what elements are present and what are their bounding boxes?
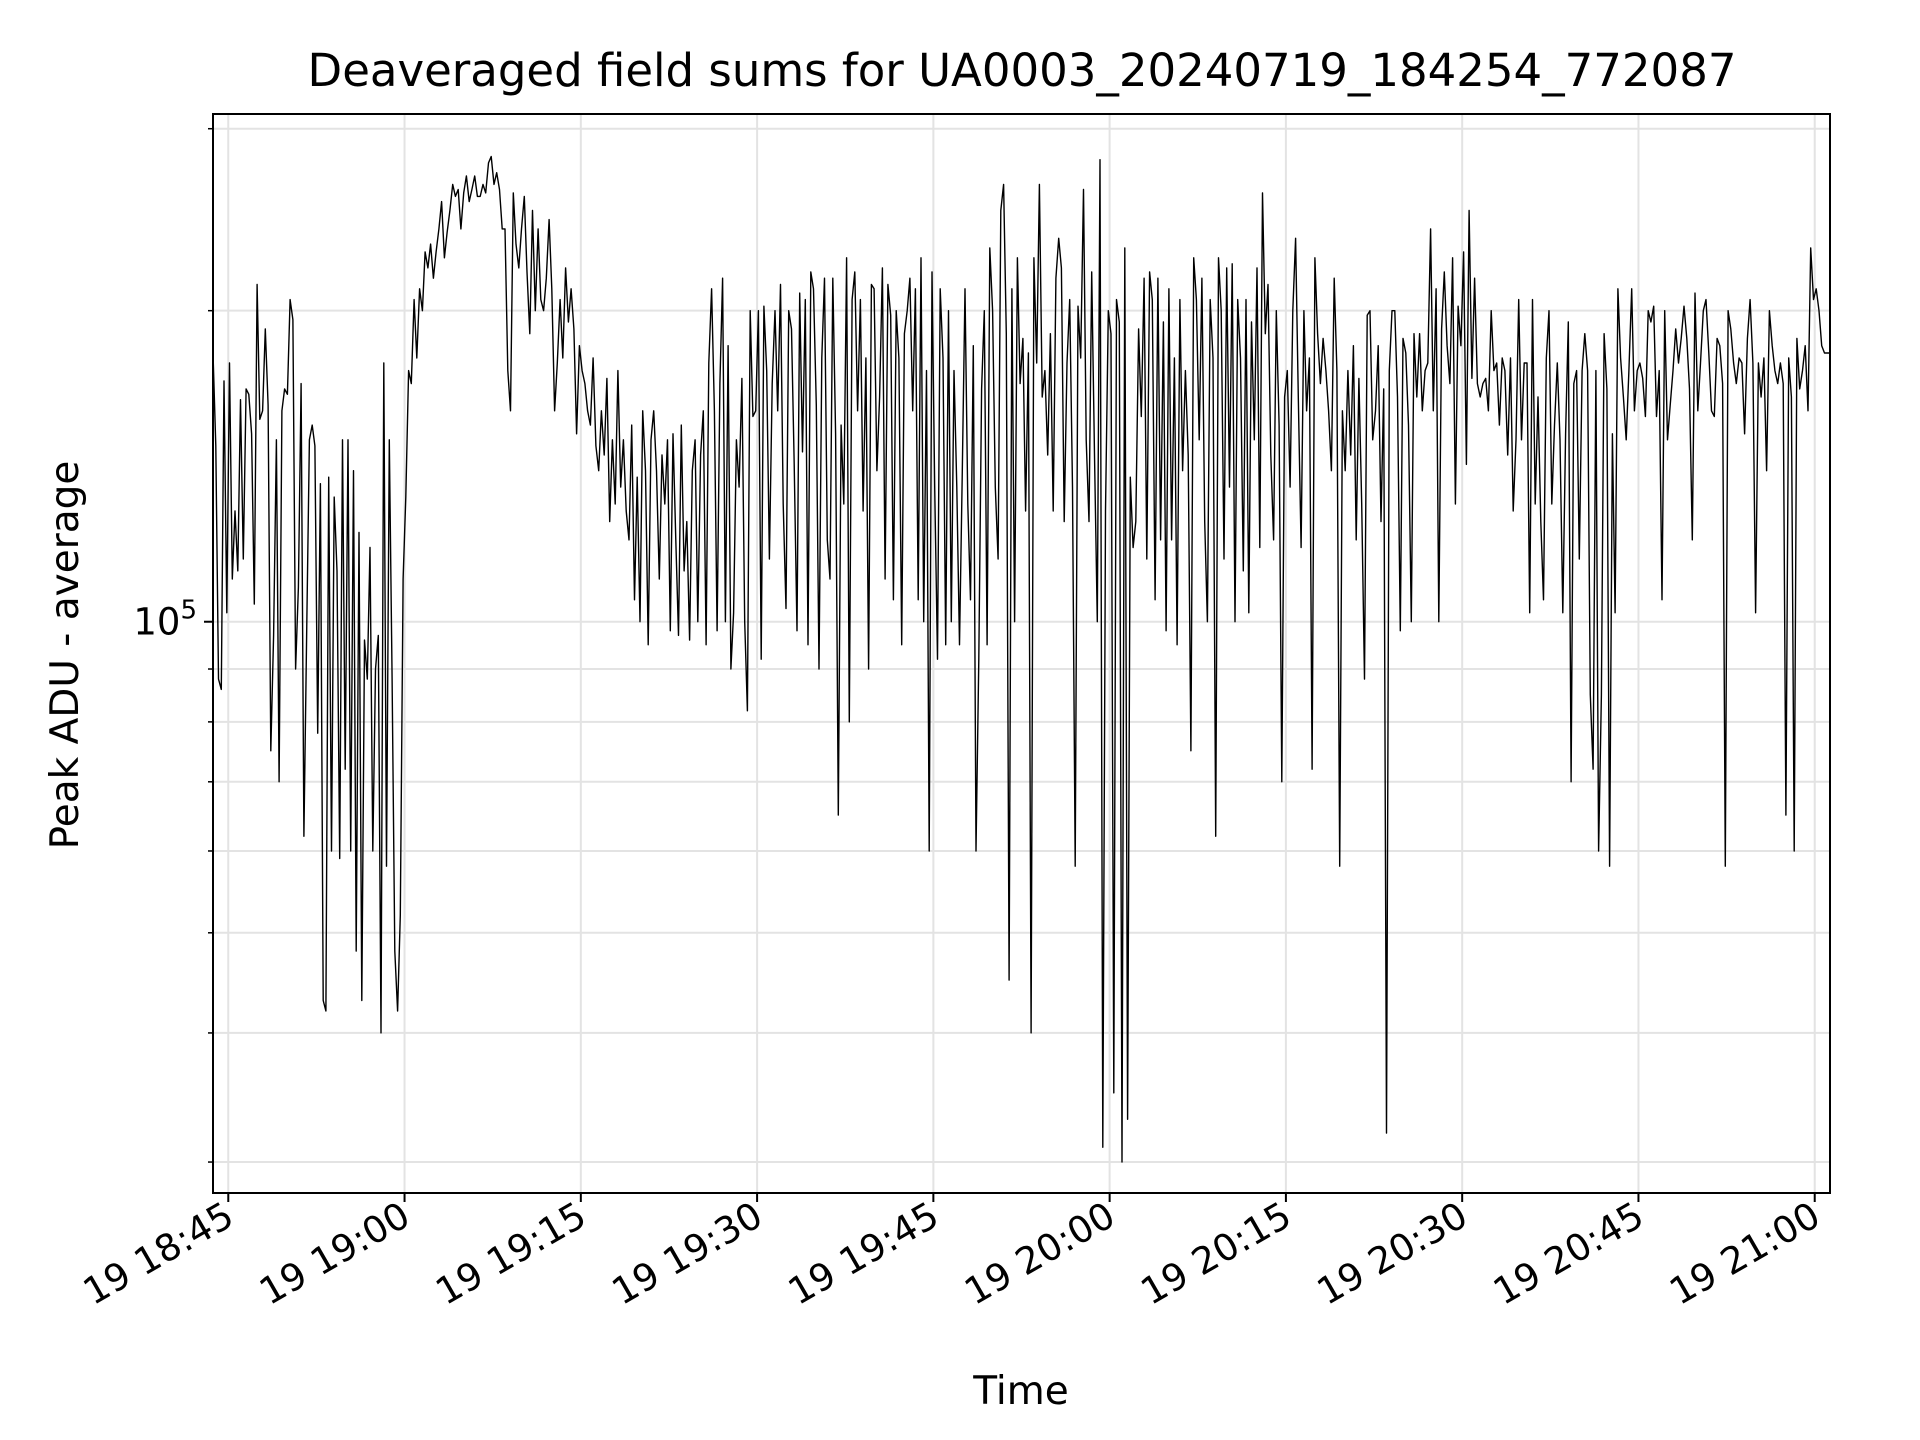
- plot-area: [212, 155, 1830, 1163]
- axes-frame: [212, 113, 1831, 1194]
- y-axis-label: Peak ADU - average: [43, 461, 88, 850]
- grid: [213, 114, 1830, 1193]
- y-tick-label: 105: [133, 596, 197, 644]
- y-axis: 105: [133, 127, 213, 1163]
- series-line: [212, 155, 1830, 1163]
- chart-title: Deaveraged field sums for UA0003_2024071…: [308, 44, 1737, 97]
- x-axis-label: Time: [972, 1369, 1068, 1414]
